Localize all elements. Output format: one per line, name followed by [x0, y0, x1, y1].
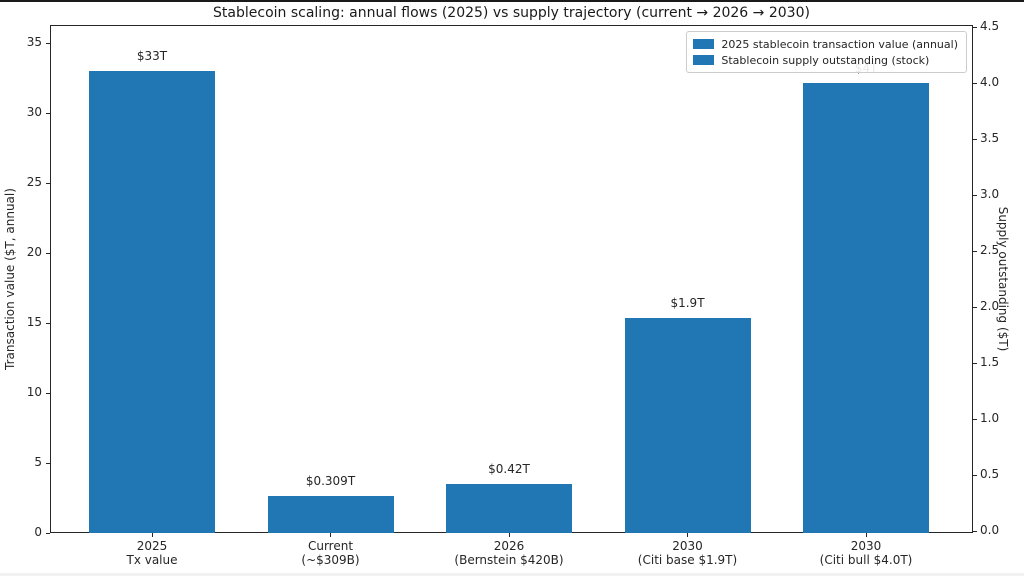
- x-axis-tick-label: Current (~$309B): [301, 539, 360, 567]
- left-axis-tickmark: [46, 42, 50, 44]
- x-axis-tick-label: 2030 (Citi base $1.9T): [637, 539, 738, 567]
- right-axis-tick-label: 4.0: [980, 75, 1000, 89]
- x-axis-tickmark: [508, 533, 510, 537]
- legend: 2025 stablecoin transaction value (annua…: [686, 31, 967, 73]
- right-axis-tickmark: [973, 362, 977, 364]
- right-axis-tickmark: [973, 530, 977, 532]
- left-axis-tick-label: 35: [26, 35, 42, 49]
- right-axis-title: Supply outstanding ($T): [996, 206, 1010, 352]
- x-axis-tick-label: 2026 (Bernstein $420B): [454, 539, 564, 567]
- left-axis-tickmark: [46, 532, 50, 534]
- x-axis-tickmark: [151, 533, 153, 537]
- right-axis-tick-label: 3.5: [980, 131, 1000, 145]
- left-axis-tick-label: 30: [26, 105, 42, 119]
- right-axis-tick-label: 0.0: [980, 523, 1000, 537]
- right-axis-tickmark: [973, 138, 977, 140]
- left-axis-tick-label: 20: [26, 245, 42, 259]
- right-axis-tick-label: 4.5: [980, 19, 1000, 33]
- bar: [89, 71, 215, 533]
- figure-bottom-edge: [0, 573, 1024, 576]
- legend-label: Stablecoin supply outstanding (stock): [721, 53, 930, 67]
- right-axis-tickmark: [973, 418, 977, 420]
- right-axis-tick-label: 1.5: [980, 355, 1000, 369]
- left-axis-tickmark: [46, 462, 50, 464]
- left-axis-tick-label: 5: [34, 455, 42, 469]
- x-axis-tick-label: 2030 (Citi bull $4.0T): [819, 539, 913, 567]
- bar: [803, 83, 929, 533]
- left-axis-tickmark: [46, 182, 50, 184]
- right-axis-tick-label: 2.5: [980, 243, 1000, 257]
- legend-swatch: [693, 39, 715, 49]
- bar: [446, 483, 572, 533]
- right-axis-tickmark: [973, 474, 977, 476]
- right-axis-tick-label: 2.0: [980, 299, 1000, 313]
- bar-value-label: $1.9T: [670, 296, 705, 311]
- legend-label: 2025 stablecoin transaction value (annua…: [721, 37, 958, 51]
- x-axis-tickmark: [687, 533, 688, 537]
- x-axis-tickmark: [865, 533, 867, 537]
- right-axis-tick-label: 3.0: [980, 187, 1000, 201]
- right-axis-tickmark: [973, 26, 977, 28]
- left-axis-tick-label: 25: [26, 175, 42, 189]
- x-axis-tick-label: 2025 Tx value: [126, 539, 178, 567]
- right-axis-tick-label: 1.0: [980, 411, 1000, 425]
- left-axis-title: Transaction value ($T, annual): [3, 188, 17, 370]
- bar-value-label: $0.42T: [488, 461, 530, 476]
- left-axis-tickmark: [46, 252, 50, 254]
- right-axis-tickmark: [973, 306, 977, 308]
- bar-value-label: $0.309T: [305, 474, 356, 489]
- left-axis-tick-label: 15: [26, 315, 42, 329]
- left-axis-tick-label: 10: [26, 385, 42, 399]
- legend-item: Stablecoin supply outstanding (stock): [693, 52, 958, 68]
- left-axis-tickmark: [46, 392, 50, 394]
- right-axis-tickmark: [973, 82, 977, 84]
- left-axis-tick-label: 0: [34, 525, 42, 539]
- window-top-edge: [0, 0, 1024, 2]
- left-axis-tickmark: [46, 322, 50, 324]
- chart-title: Stablecoin scaling: annual flows (2025) …: [213, 5, 810, 21]
- right-axis-tickmark: [973, 250, 977, 252]
- x-axis-tickmark: [330, 533, 331, 537]
- left-axis-tickmark: [46, 112, 50, 114]
- right-axis-tick-label: 0.5: [980, 467, 1000, 481]
- right-axis-tickmark: [973, 194, 977, 196]
- legend-swatch: [693, 55, 715, 65]
- bar: [267, 496, 394, 533]
- legend-item: 2025 stablecoin transaction value (annua…: [693, 36, 958, 52]
- bar: [624, 318, 751, 533]
- bar-value-label: $33T: [136, 49, 168, 63]
